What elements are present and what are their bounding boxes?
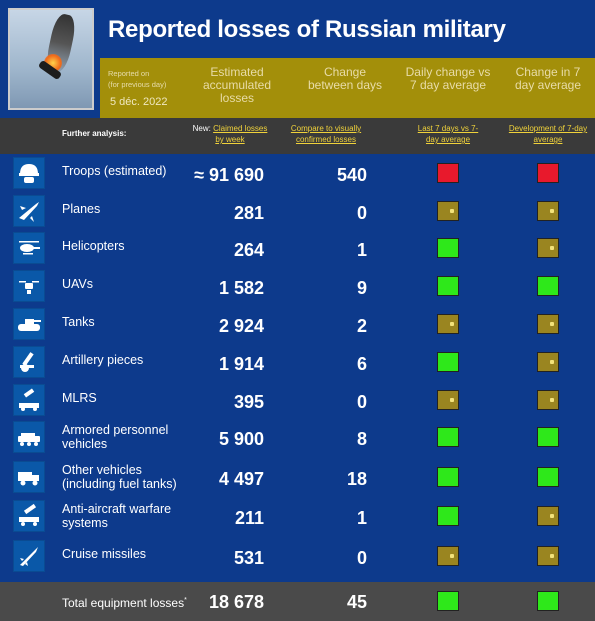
row-label: Armored personnel vehicles <box>62 423 169 451</box>
row-label: Helicopters <box>62 239 125 253</box>
jet-plane-icon <box>13 195 45 227</box>
soldier-helmet-icon <box>13 157 45 189</box>
avg7-change-indicator <box>537 390 559 410</box>
row-label: MLRS <box>62 391 97 405</box>
row-change: 0 <box>356 548 367 568</box>
col-estimated-header: Estimated accumulated losses <box>202 65 272 105</box>
helicopter-icon <box>13 232 45 264</box>
rocket-launcher-icon <box>13 384 45 416</box>
table-row: Planes 281 0 <box>0 193 595 230</box>
row-label: Planes <box>62 202 101 216</box>
drone-icon <box>13 270 45 302</box>
row-label: Other vehicles (including fuel tanks) <box>62 463 177 491</box>
table-row: Cruise missiles 531 0 <box>0 538 595 575</box>
row-change: 18 <box>346 469 367 489</box>
total-value: 18 678 <box>208 592 264 612</box>
row-value: 1 914 <box>218 354 264 374</box>
table-row: Other vehicles (including fuel tanks) 4 4… <box>0 459 595 496</box>
col-7day-header: Change in 7 day average <box>514 65 582 92</box>
total-daily-indicator <box>437 591 459 611</box>
daily-change-indicator <box>437 390 459 410</box>
analysis-bar <box>0 118 595 154</box>
column-header-bar <box>100 58 595 118</box>
table-row: Artillery pieces 1 914 6 <box>0 344 595 381</box>
anti-aircraft-icon <box>13 500 45 532</box>
row-change: 0 <box>356 392 367 412</box>
total-label: Total equipment losses* <box>62 596 187 610</box>
avg7-change-indicator <box>537 427 559 447</box>
row-label: UAVs <box>62 277 94 291</box>
avg7-change-indicator <box>537 506 559 526</box>
daily-change-indicator <box>437 276 459 296</box>
daily-change-indicator <box>437 163 459 183</box>
daily-change-indicator <box>437 506 459 526</box>
col-change-header: Change between days <box>307 65 383 92</box>
total-change: 45 <box>346 592 367 612</box>
row-value: ≈ 91 690 <box>194 165 264 185</box>
table-row: MLRS 395 0 <box>0 382 595 419</box>
row-value: 531 <box>233 548 264 568</box>
total-row: Total equipment losses* 18 678 45 <box>0 582 595 621</box>
row-change: 1 <box>356 240 367 260</box>
further-analysis-label: Further analysis: <box>62 129 127 138</box>
header-photo <box>8 8 94 110</box>
table-row: Tanks 2 924 2 <box>0 306 595 343</box>
claimed-losses-link[interactable]: New: Claimed losses by week <box>192 124 268 144</box>
row-label: Tanks <box>62 315 95 329</box>
row-label: Anti-aircraft warfare systems <box>62 502 172 530</box>
col-daily-header: Daily change vs 7 day average <box>405 65 491 92</box>
reported-on-label: Reported on (for previous day) <box>108 69 167 89</box>
daily-change-indicator <box>437 201 459 221</box>
table-row: Armored personnel vehicles 5 900 8 <box>0 419 595 456</box>
row-change: 0 <box>356 203 367 223</box>
row-value: 281 <box>233 203 264 223</box>
row-change: 8 <box>356 429 367 449</box>
row-value: 1 582 <box>218 278 264 298</box>
row-value: 211 <box>234 508 264 528</box>
reported-date: 5 déc. 2022 <box>110 96 168 108</box>
avg7-change-indicator <box>537 314 559 334</box>
daily-change-indicator <box>437 467 459 487</box>
page-title: Reported losses of Russian military <box>108 16 506 43</box>
avg7-change-indicator <box>537 546 559 566</box>
daily-change-indicator <box>437 352 459 372</box>
compare-confirmed-link[interactable]: Compare to visually confirmed losses <box>290 124 362 144</box>
avg7-change-indicator <box>537 467 559 487</box>
truck-icon <box>13 461 45 493</box>
row-value: 2 924 <box>218 316 264 336</box>
last7-link[interactable]: Last 7 days vs 7-day average <box>417 124 479 144</box>
daily-change-indicator <box>437 238 459 258</box>
apc-icon <box>13 421 45 453</box>
row-change: 1 <box>356 508 367 528</box>
row-value: 5 900 <box>218 429 264 449</box>
avg7-change-indicator <box>537 352 559 372</box>
table-row: Troops (estimated) ≈ 91 690 540 <box>0 155 595 192</box>
row-value: 4 497 <box>218 469 264 489</box>
table-row: Helicopters 264 1 <box>0 230 595 267</box>
row-change: 2 <box>356 316 367 336</box>
cruise-missile-icon <box>13 540 45 572</box>
avg7-change-indicator <box>537 276 559 296</box>
row-change: 6 <box>356 354 367 374</box>
table-row: Anti-aircraft warfare systems 211 1 <box>0 498 595 535</box>
artillery-icon <box>13 346 45 378</box>
development-link[interactable]: Development of 7-day average <box>508 124 588 144</box>
avg7-change-indicator <box>537 238 559 258</box>
row-label: Artillery pieces <box>62 353 144 367</box>
avg7-change-indicator <box>537 163 559 183</box>
row-value: 264 <box>233 240 264 260</box>
daily-change-indicator <box>437 427 459 447</box>
tank-icon <box>13 308 45 340</box>
row-value: 395 <box>233 392 264 412</box>
daily-change-indicator <box>437 546 459 566</box>
daily-change-indicator <box>437 314 459 334</box>
avg7-change-indicator <box>537 201 559 221</box>
row-change: 9 <box>356 278 367 298</box>
row-change: 540 <box>336 165 367 185</box>
row-label: Troops (estimated) <box>62 164 167 178</box>
total-avg7-indicator <box>537 591 559 611</box>
row-label: Cruise missiles <box>62 547 147 561</box>
table-row: UAVs 1 582 9 <box>0 268 595 305</box>
